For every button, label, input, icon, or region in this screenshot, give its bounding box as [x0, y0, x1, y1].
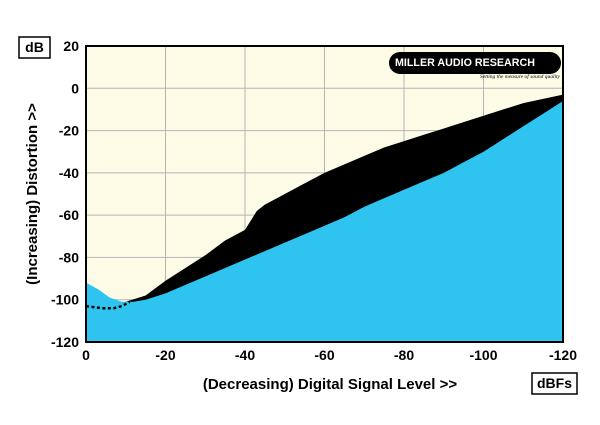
y-unit-box: dB — [18, 36, 51, 59]
x-tick-label: -40 — [235, 347, 255, 363]
logo-badge — [389, 52, 561, 74]
x-axis-title: (Decreasing) Digital Signal Level >> — [203, 376, 457, 393]
x-tick-label: -20 — [155, 347, 175, 363]
x-tick-label: -120 — [549, 347, 577, 363]
y-tick-label: -120 — [51, 334, 79, 350]
logo-tagline: Setting the measure of sound quality — [480, 73, 561, 80]
y-tick-label: -40 — [59, 165, 79, 181]
plot-frame — [85, 45, 564, 343]
x-unit-box: dBFs — [531, 372, 578, 395]
y-unit-label: dB — [25, 39, 44, 55]
x-tick-label: -60 — [314, 347, 334, 363]
x-tick-label: -80 — [394, 347, 414, 363]
y-tick-label: -20 — [59, 123, 79, 139]
x-tick-label: -100 — [469, 347, 497, 363]
y-tick-label: -60 — [59, 207, 79, 223]
y-tick-label: 0 — [71, 80, 79, 96]
logo-text: MILLER AUDIO RESEARCH — [395, 57, 535, 69]
x-tick-label: 0 — [82, 347, 90, 363]
miller-audio-research-logo: MILLER AUDIO RESEARCH Setting the measur… — [389, 52, 561, 80]
series-dashed-trace — [85, 300, 131, 310]
series-layer — [85, 94, 564, 342]
series-area-cyan — [86, 101, 563, 342]
y-tick-label: -100 — [51, 292, 79, 308]
x-unit-label: dBFs — [537, 375, 572, 391]
y-tick-label: 20 — [63, 38, 79, 54]
y-axis-title: (Increasing) Distortion >> — [24, 103, 41, 285]
tick-labels: 0 -20 -40 -60 -80 -100 -120 20 0 -20 -40 -60 -80 -100… — [51, 38, 577, 363]
y-tick-label: -80 — [59, 249, 79, 265]
